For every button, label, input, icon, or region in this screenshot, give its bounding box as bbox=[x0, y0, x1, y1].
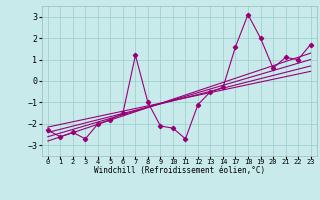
X-axis label: Windchill (Refroidissement éolien,°C): Windchill (Refroidissement éolien,°C) bbox=[94, 166, 265, 175]
